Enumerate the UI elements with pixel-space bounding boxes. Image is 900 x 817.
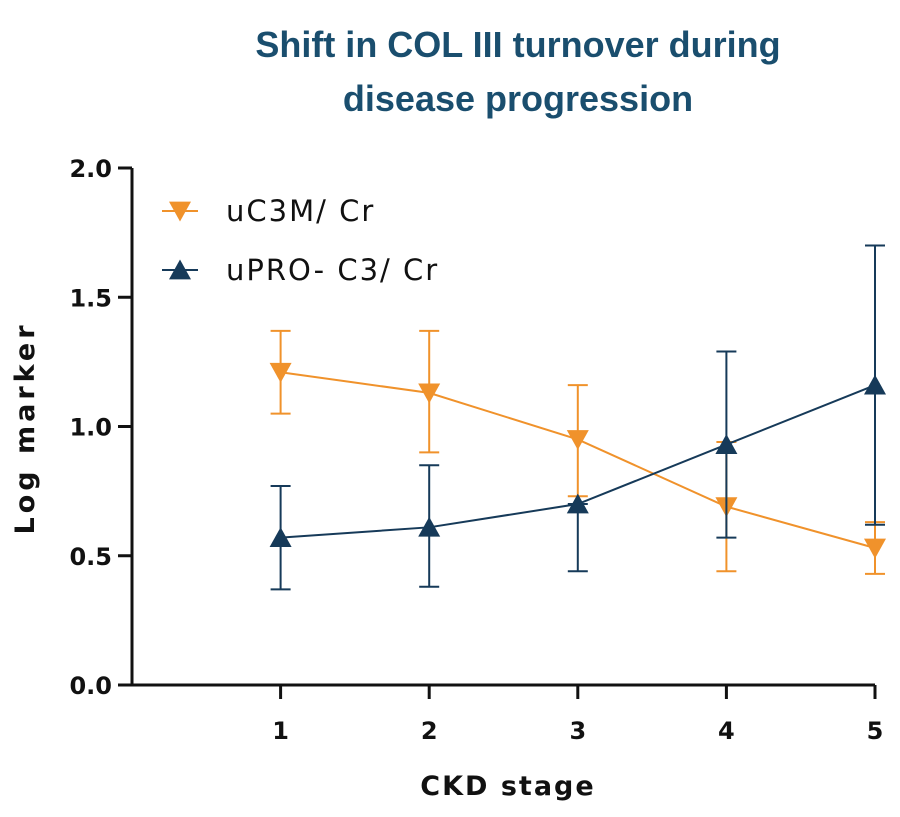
chart-title-line-1: Shift in COL III turnover during bbox=[255, 24, 781, 65]
series-2 bbox=[269, 244, 886, 591]
y-tick-label: 2.0 bbox=[69, 155, 112, 183]
data-point bbox=[418, 383, 441, 404]
y-tick-label: 1.5 bbox=[69, 284, 112, 312]
data-point bbox=[269, 527, 292, 548]
data-point bbox=[715, 434, 738, 454]
legend-marker bbox=[169, 201, 191, 222]
y-axis-title: Log marker bbox=[10, 321, 41, 534]
axes: 0.0 0.5 1.0 1.5 2.0 1 2 3 4 5 bbox=[69, 155, 883, 745]
x-tick-label: 3 bbox=[569, 717, 586, 745]
data-point bbox=[269, 362, 292, 383]
legend-label: uPRO- C3/ Cr bbox=[226, 253, 439, 287]
series-1 bbox=[269, 329, 886, 575]
series-layer bbox=[269, 244, 886, 591]
data-point bbox=[566, 493, 589, 514]
x-tick-label: 4 bbox=[718, 717, 735, 745]
x-tick-label: 2 bbox=[421, 717, 438, 745]
chart-title-line-2: disease progression bbox=[342, 78, 694, 119]
data-point bbox=[566, 430, 589, 450]
data-point bbox=[864, 374, 886, 395]
legend-label: uC3M/ Cr bbox=[226, 194, 375, 228]
x-tick-label: 5 bbox=[867, 717, 884, 745]
legend: uC3M/ Cr uPRO- C3/ Cr bbox=[162, 194, 439, 287]
legend-item: uC3M/ Cr bbox=[162, 194, 375, 228]
x-tick-label: 1 bbox=[272, 717, 289, 745]
legend-item: uPRO- C3/ Cr bbox=[162, 253, 439, 287]
y-tick-label: 0.5 bbox=[69, 543, 112, 571]
data-point bbox=[864, 538, 886, 559]
data-point bbox=[418, 516, 441, 537]
x-axis-title: CKD stage bbox=[420, 771, 595, 802]
y-tick-label: 1.0 bbox=[69, 414, 112, 442]
legend-marker bbox=[169, 259, 191, 280]
y-tick-label: 0.0 bbox=[69, 672, 112, 700]
chart-title: Shift in COL III turnover during disease… bbox=[0, 18, 900, 126]
